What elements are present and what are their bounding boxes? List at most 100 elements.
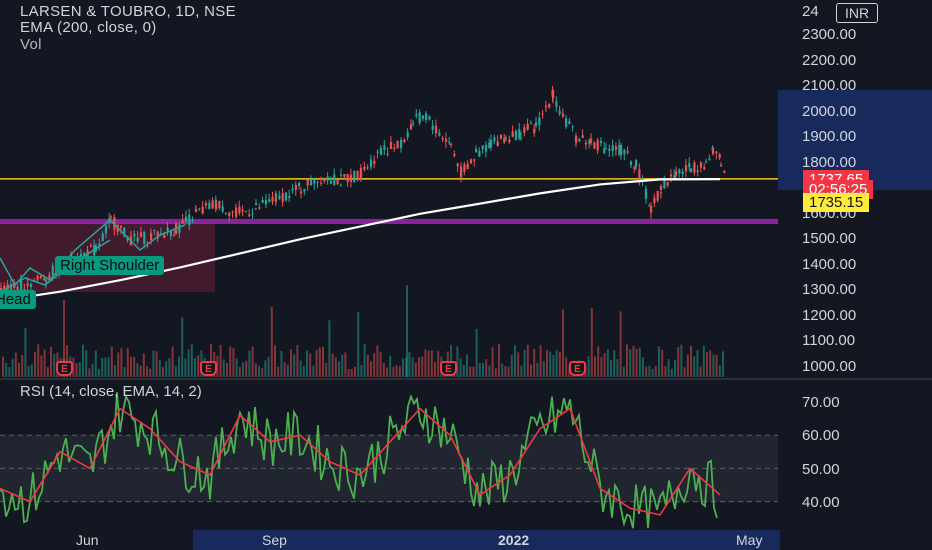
candle xyxy=(463,164,466,172)
candle xyxy=(614,146,618,150)
volume-bar xyxy=(501,363,504,377)
candle xyxy=(648,205,651,207)
volume-bar xyxy=(366,354,369,377)
volume-bar xyxy=(91,363,94,377)
earnings-icon[interactable]: E xyxy=(56,361,73,376)
volume-bar xyxy=(654,366,657,377)
volume-bar xyxy=(430,350,433,377)
earnings-icon[interactable]: E xyxy=(440,361,457,376)
candle xyxy=(493,137,496,142)
candle xyxy=(620,145,623,156)
candle xyxy=(195,210,198,212)
volume-bar xyxy=(683,367,686,377)
candle xyxy=(518,129,521,139)
candle xyxy=(656,190,659,201)
volume-bar xyxy=(94,350,97,377)
volume-bar xyxy=(344,352,347,377)
volume-bar xyxy=(347,368,350,377)
volume-bar xyxy=(21,354,24,377)
candle xyxy=(178,224,181,233)
candle xyxy=(660,192,663,194)
volume-bar xyxy=(680,344,683,377)
candle xyxy=(633,167,636,169)
candle xyxy=(119,226,123,228)
candle xyxy=(349,174,353,182)
volume-bar xyxy=(219,345,222,377)
volume-bar xyxy=(251,346,254,377)
rsi-indicator-label[interactable]: RSI (14, close, EMA, 14, 2) xyxy=(20,383,202,400)
candle xyxy=(435,129,438,132)
volume-bar xyxy=(88,368,91,377)
volume-bar xyxy=(379,351,382,377)
candle xyxy=(159,233,163,235)
candle xyxy=(678,169,681,174)
volume-bar xyxy=(274,345,276,377)
candle xyxy=(188,214,191,226)
candle xyxy=(681,171,684,174)
candle xyxy=(309,179,313,186)
earnings-icon[interactable]: E xyxy=(200,361,217,376)
volume-bar xyxy=(184,358,187,377)
candle xyxy=(596,140,599,151)
candle xyxy=(383,145,386,151)
volume-bar xyxy=(123,366,126,377)
candle xyxy=(211,200,214,209)
volume-bar xyxy=(158,360,161,377)
volume-bar xyxy=(264,360,267,377)
volume-indicator-label[interactable]: Vol xyxy=(20,36,42,53)
volume-bar xyxy=(722,351,724,377)
price-axis-label: 1300.00 xyxy=(802,281,857,298)
volume-bar xyxy=(386,367,388,377)
volume-bar xyxy=(645,366,648,377)
ema-indicator-label[interactable]: EMA (200, close, 0) xyxy=(20,19,157,36)
candle xyxy=(340,174,343,176)
volume-bar xyxy=(78,362,81,377)
volume-bar xyxy=(661,349,664,377)
candle xyxy=(191,219,194,222)
candle xyxy=(281,193,284,202)
right-shoulder-label[interactable]: Right Shoulder xyxy=(55,256,165,275)
volume-bar xyxy=(408,352,411,377)
volume-bar xyxy=(648,365,651,377)
ema-line xyxy=(0,177,721,302)
volume-bar xyxy=(629,349,632,377)
candle xyxy=(456,163,459,167)
volume-bar xyxy=(498,344,500,377)
candle xyxy=(373,160,376,164)
volume-bar xyxy=(597,346,600,377)
candle xyxy=(675,171,678,176)
rsi-line xyxy=(0,392,718,529)
volume-bar xyxy=(693,356,696,377)
volume-bar xyxy=(485,359,488,377)
volume-bar xyxy=(395,365,398,377)
time-label-2022: 2022 xyxy=(498,532,530,548)
volume-bar xyxy=(293,354,296,377)
candle xyxy=(181,220,184,224)
candle xyxy=(238,206,241,214)
price-axis-label: 1500.00 xyxy=(802,230,857,247)
volume-bar xyxy=(600,356,603,377)
rsi-axis-label: 60.00 xyxy=(802,427,840,444)
volume-bar xyxy=(50,346,52,377)
head-label[interactable]: Head xyxy=(0,290,36,309)
volume-bar xyxy=(302,365,305,377)
candle xyxy=(89,245,92,247)
volume-bar xyxy=(635,349,638,377)
volume-bar xyxy=(139,365,142,377)
volume-bar xyxy=(222,359,225,377)
volume-bar xyxy=(462,364,465,377)
candle xyxy=(113,217,116,230)
volume-bar xyxy=(392,366,395,377)
candle xyxy=(339,184,342,186)
candle xyxy=(139,232,143,238)
volume-bar xyxy=(40,355,43,377)
candle xyxy=(481,145,484,150)
volume-bar xyxy=(248,350,251,377)
currency-button[interactable]: INR xyxy=(836,3,878,23)
earnings-icon[interactable]: E xyxy=(569,361,586,376)
candle xyxy=(541,113,544,115)
volume-bar xyxy=(197,355,200,377)
candle xyxy=(488,142,491,149)
symbol-title[interactable]: LARSEN & TOUBRO, 1D, NSE xyxy=(20,3,236,20)
